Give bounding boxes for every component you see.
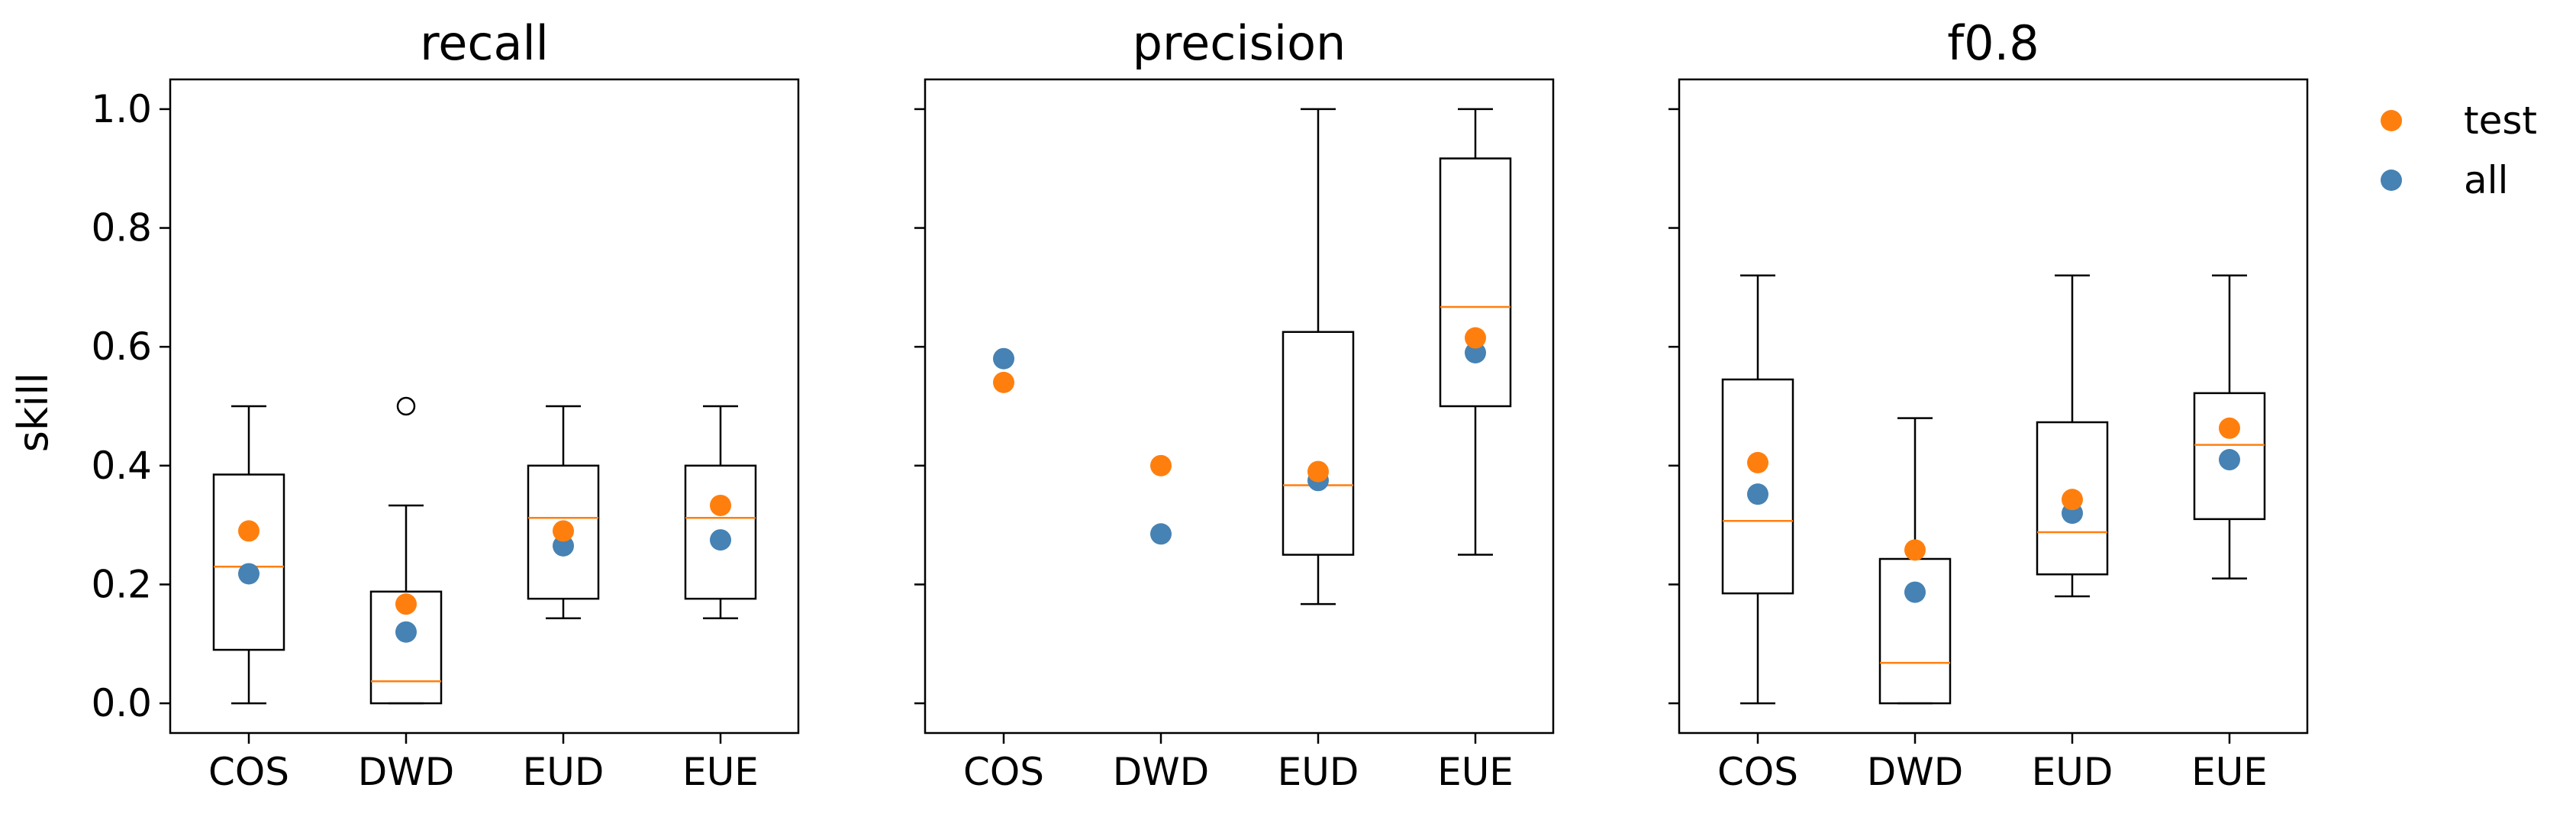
y-tick-label: 0.0	[91, 681, 152, 725]
iqr-box	[212, 473, 285, 651]
test-point-EUE	[710, 494, 731, 516]
all-point-COS	[1747, 483, 1768, 505]
test-point-DWD	[1150, 454, 1172, 476]
iqr-box	[2036, 421, 2109, 576]
box-DWD	[1878, 417, 1952, 705]
legend-label-all: all	[2464, 158, 2508, 202]
test-point-EUD	[1307, 460, 1329, 483]
legend-marker-test	[2381, 110, 2402, 131]
box-DWD	[369, 396, 443, 705]
iqr-box	[1878, 557, 1952, 705]
panel-precision: precision COS DWD EUD EUE	[914, 15, 1555, 794]
y-tick-label: 0.6	[91, 325, 152, 369]
all-point-COS	[238, 563, 260, 585]
y-tick-label: 0.8	[91, 206, 152, 250]
box-EUE	[684, 405, 757, 620]
panel-title: f0.8	[1947, 15, 2039, 71]
box-EUD	[1282, 108, 1355, 605]
box-COS	[1721, 274, 1794, 705]
box-EUD	[2036, 274, 2109, 598]
test-point-COS	[1747, 451, 1768, 473]
test-point-COS	[238, 520, 260, 542]
x-tick-label: COS	[1717, 750, 1798, 794]
all-point-EUD	[553, 534, 574, 557]
outlier-marker	[396, 396, 416, 416]
test-point-EUD	[553, 520, 574, 542]
test-point-EUE	[2219, 417, 2240, 439]
panel-title: precision	[1133, 15, 1346, 71]
all-point-EUE	[710, 529, 731, 551]
test-point-COS	[993, 371, 1014, 393]
panel-f0.8: f0.8 COS DWD EUD EUE	[1668, 15, 2309, 794]
box-COS	[212, 405, 285, 705]
x-tick-label: EUE	[2191, 750, 2268, 794]
x-tick-label: EUE	[682, 750, 759, 794]
x-tick-label: EUD	[1278, 750, 1359, 794]
iqr-box	[527, 464, 600, 600]
legend-marker-all	[2381, 170, 2402, 191]
y-axis-label: skill	[9, 373, 57, 452]
x-tick-label: COS	[963, 750, 1044, 794]
all-point-DWD	[1150, 523, 1172, 545]
y-tick-label: 0.2	[91, 562, 152, 606]
plot-frame	[924, 78, 1555, 735]
plot-frame	[169, 78, 800, 735]
all-point-EUE	[1465, 341, 1486, 363]
iqr-box	[1439, 157, 1512, 408]
x-tick-label: EUD	[2032, 750, 2113, 794]
y-tick-label: 0.4	[91, 444, 152, 488]
all-point-DWD	[395, 621, 417, 643]
iqr-box	[684, 464, 757, 600]
test-point-DWD	[395, 593, 417, 615]
legend-label-test: test	[2464, 98, 2537, 143]
y-tick-label: 1.0	[91, 87, 152, 131]
all-point-COS	[993, 347, 1014, 370]
all-point-EUE	[2219, 449, 2240, 471]
test-point-EUE	[1465, 327, 1486, 349]
legend: test all	[2381, 98, 2537, 202]
iqr-box	[1721, 378, 1794, 595]
all-point-DWD	[1904, 581, 1926, 603]
plot-frame	[1678, 78, 2309, 735]
x-tick-label: DWD	[1113, 750, 1209, 794]
iqr-box	[2193, 392, 2266, 521]
test-point-DWD	[1904, 539, 1926, 561]
box-EUE	[1439, 108, 1512, 556]
panel-title: recall	[420, 15, 549, 71]
iqr-box	[369, 590, 443, 705]
test-point-EUD	[2062, 489, 2083, 511]
x-tick-label: DWD	[358, 750, 454, 794]
panel-recall: recall 0.0 0.2 0.4 0.6 0.8 1.0 COS DWD EUD EUE	[91, 15, 800, 794]
iqr-box	[1282, 331, 1355, 556]
x-tick-label: COS	[208, 750, 289, 794]
box-EUD	[527, 405, 600, 620]
x-tick-label: EUE	[1437, 750, 1514, 794]
box-EUE	[2193, 274, 2266, 580]
x-tick-label: EUD	[523, 750, 605, 794]
x-tick-label: DWD	[1867, 750, 1963, 794]
